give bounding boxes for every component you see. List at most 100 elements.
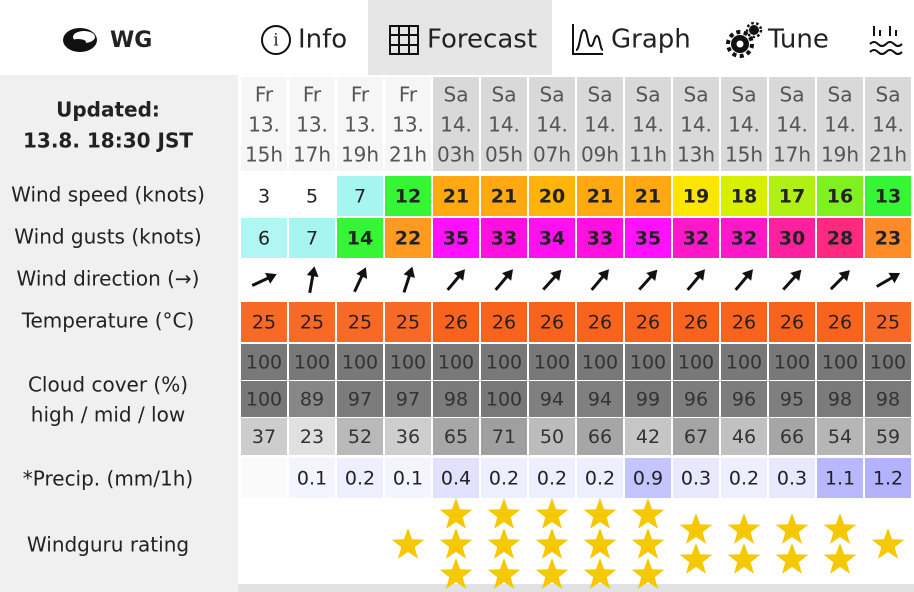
rating-star (775, 513, 809, 544)
cell-bg (529, 218, 575, 258)
cell-value: 5 (306, 186, 318, 208)
cell-bg (769, 176, 815, 216)
cell-bg (769, 218, 815, 258)
rating-star (583, 498, 617, 529)
rating-star (679, 513, 713, 544)
time-label: 14. (440, 113, 472, 137)
cell-bg (721, 458, 767, 498)
cell-value: 7 (354, 186, 366, 208)
time-label: 13. (344, 113, 376, 137)
cell-value: 23 (300, 426, 324, 448)
header-cell (673, 77, 719, 171)
header-cell (577, 77, 623, 171)
cell-bg (385, 458, 431, 498)
cell-value: 98 (828, 389, 852, 411)
info-icon[interactable]: i (261, 25, 291, 55)
svg-text:i: i (273, 31, 279, 51)
cell-bg (769, 418, 815, 455)
row-label: Temperature (°C) (21, 309, 195, 333)
cell-bg (481, 176, 527, 216)
cell-bg (673, 381, 719, 417)
cell-value: 0.3 (681, 468, 711, 490)
cell-value: 6 (258, 228, 270, 250)
time-label: 17h (773, 143, 811, 167)
cell-bg (721, 381, 767, 417)
cell-bg (529, 418, 575, 455)
cell-bg (433, 418, 479, 455)
cell-bg (529, 176, 575, 216)
tab-forecast[interactable]: Forecast (427, 25, 537, 55)
grid-icon[interactable] (389, 25, 419, 55)
cell-value: 94 (540, 389, 564, 411)
cell-bg (865, 381, 911, 417)
cell-value: 21 (491, 186, 517, 208)
cell-bg (241, 344, 287, 380)
cell-value: 100 (870, 352, 906, 374)
cell-bg (817, 381, 863, 417)
waves-icon[interactable] (869, 26, 903, 55)
logo-icon[interactable] (63, 28, 97, 52)
tab-info[interactable]: Info (298, 25, 347, 55)
tab-graph[interactable]: Graph (611, 25, 691, 55)
cell-bg (289, 458, 335, 498)
header-cell (385, 77, 431, 171)
time-label: Fr (399, 83, 418, 107)
time-label: 14. (632, 113, 664, 137)
cell-bg (817, 176, 863, 216)
cell-bg (577, 458, 623, 498)
time-label: Fr (255, 83, 274, 107)
cell-value: 99 (636, 389, 660, 411)
time-label: Sa (684, 83, 709, 107)
cell-bg (865, 176, 911, 216)
tab-tune[interactable]: Tune (767, 25, 829, 55)
row-label: Cloud cover (%) (28, 373, 188, 397)
cell-bg (433, 458, 479, 498)
cell-bg (529, 344, 575, 380)
rating-star (439, 528, 473, 559)
cell-value: 100 (438, 352, 474, 374)
rating-star (391, 528, 425, 559)
cell-value: 50 (540, 426, 564, 448)
time-label: 14. (488, 113, 520, 137)
cell-bg (289, 176, 335, 216)
cell-bg (817, 418, 863, 455)
cell-bg (337, 176, 383, 216)
cell-bg (769, 344, 815, 380)
cell-bg (625, 218, 671, 258)
time-label: 11h (629, 143, 667, 167)
header-cell (337, 77, 383, 171)
bottom-bar (238, 584, 914, 592)
cell-value: 65 (444, 426, 468, 448)
graph-icon[interactable] (572, 24, 604, 55)
time-label: Sa (732, 83, 757, 107)
cell-value: 100 (390, 352, 426, 374)
rating-star (487, 558, 521, 589)
rating-star (679, 543, 713, 574)
cell-value: 100 (534, 352, 570, 374)
cell-value: 7 (306, 228, 318, 250)
rating-star (535, 528, 569, 559)
cell-bg (625, 458, 671, 498)
header-cell (433, 77, 479, 171)
cell-bg (673, 458, 719, 498)
cell-bg (337, 381, 383, 417)
time-label: 14. (728, 113, 760, 137)
cell-value: 37 (252, 426, 276, 448)
time-label: 19h (341, 143, 379, 167)
cell-value: 100 (486, 352, 522, 374)
tune-icon[interactable] (726, 21, 763, 58)
cell-bg (481, 381, 527, 417)
logo-text[interactable]: WG (110, 28, 152, 53)
header-cell (769, 77, 815, 171)
cell-bg (577, 218, 623, 258)
cell-value: 26 (636, 312, 660, 334)
cell-bg (529, 302, 575, 342)
cell-value: 96 (684, 389, 708, 411)
cell-value: 32 (731, 228, 757, 250)
cell-bg (865, 458, 911, 498)
cell-bg (673, 344, 719, 380)
cell-bg (289, 302, 335, 342)
time-label: 14. (776, 113, 808, 137)
cell-value: 100 (678, 352, 714, 374)
